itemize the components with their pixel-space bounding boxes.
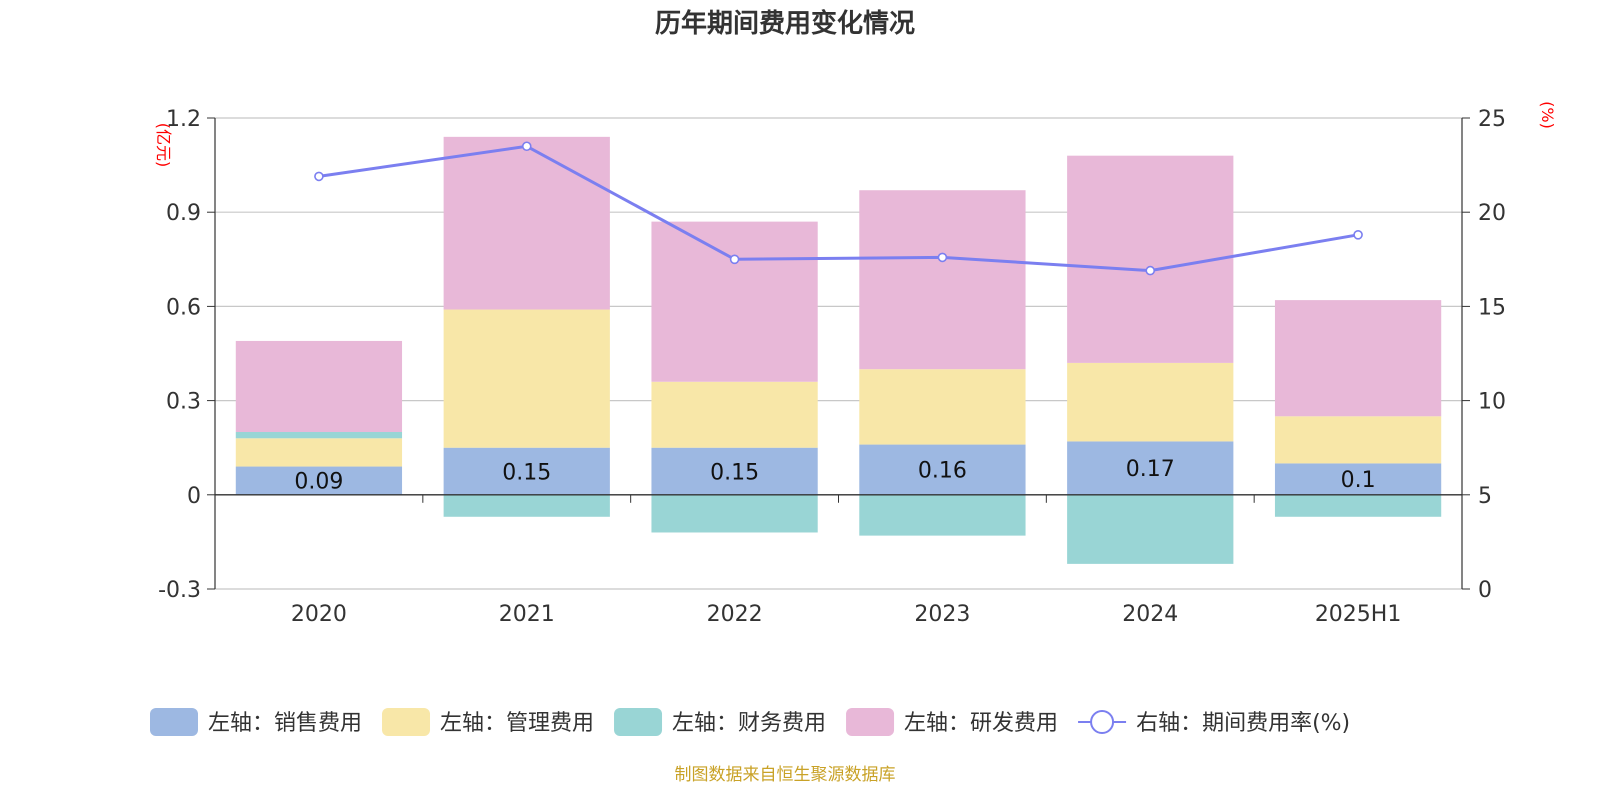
category-label: 2023 — [914, 602, 970, 627]
bar-rd — [235, 340, 403, 432]
legend-swatch-rd — [846, 708, 895, 736]
right-tick-label: 5 — [1478, 484, 1492, 509]
right-axis-unit: (%) — [1538, 101, 1557, 129]
legend-swatch-finance — [614, 708, 663, 736]
legend-label: 左轴：研发费用 — [904, 711, 1058, 736]
rate-point — [729, 254, 740, 265]
left-axis-unit: (亿元) — [154, 123, 173, 168]
bar-admin — [235, 438, 403, 467]
bar-rd — [859, 190, 1026, 370]
right-tick-label: 20 — [1478, 201, 1506, 226]
rate-point — [937, 252, 948, 263]
right-tick-label: 10 — [1478, 390, 1506, 415]
bar-finance — [443, 494, 610, 517]
left-tick-label: 0 — [187, 484, 201, 509]
rate-point — [1145, 265, 1156, 276]
left-tick-label: 0.9 — [166, 201, 201, 226]
category-label: 2021 — [499, 602, 555, 627]
axes: -0.3 0 0.3 0.6 0.9 1.2 0 5 10 15 20 25 2020 2021 2022 2… — [158, 107, 1506, 627]
bar-rd — [651, 221, 818, 382]
category-label: 2020 — [291, 602, 347, 627]
left-tick-label: 0.3 — [166, 390, 201, 415]
bar-admin — [651, 381, 818, 448]
bar-sales — [443, 447, 610, 495]
bar-data-label: 0.15 — [502, 460, 551, 485]
bar-data-label: 0.17 — [1126, 457, 1175, 482]
right-tick-label: 25 — [1478, 107, 1506, 132]
bar-finance — [1067, 494, 1234, 564]
left-tick-label: 1.2 — [166, 107, 201, 132]
legend-label: 左轴：销售费用 — [208, 711, 362, 736]
source-note: 制图数据来自恒生聚源数据库 — [675, 765, 896, 785]
bar-admin — [859, 369, 1026, 445]
bar-data-label: 0.15 — [710, 460, 759, 485]
chart-title: 历年期间费用变化情况 — [655, 8, 915, 39]
bar-rd — [1274, 300, 1442, 417]
bar-rd — [443, 136, 610, 310]
category-label: 2025H1 — [1315, 602, 1402, 627]
data-labels: 0.09 0.15 0.15 0.16 0.17 0.1 — [294, 457, 1375, 495]
bar-sales — [651, 447, 818, 495]
right-tick-label: 15 — [1478, 295, 1506, 320]
bar-data-label: 0.16 — [918, 459, 967, 484]
bar-finance — [1274, 494, 1442, 517]
bar-sales — [1274, 463, 1442, 495]
bar-admin — [1067, 362, 1234, 442]
bar-sales — [235, 466, 403, 495]
legend-marker-icon — [1090, 710, 1115, 734]
legend: 左轴：销售费用 左轴：管理费用 左轴：财务费用 左轴：研发费用 右轴：期间费用率(%) — [150, 708, 1350, 736]
bar-finance — [651, 494, 818, 533]
bar-admin — [1274, 416, 1442, 464]
left-tick-label: -0.3 — [158, 578, 201, 603]
rate-point — [1353, 230, 1363, 240]
bar-admin — [443, 309, 610, 448]
bar-sales — [859, 444, 1026, 495]
rate-point — [314, 171, 324, 182]
left-tick-label: 0.6 — [166, 295, 201, 320]
legend-swatch-admin — [382, 708, 431, 736]
bar-finance — [859, 494, 1026, 536]
bar-rd — [1067, 155, 1234, 363]
legend-label: 左轴：管理费用 — [440, 711, 594, 736]
rate-line — [318, 144, 1359, 273]
bar-finance — [235, 432, 403, 439]
bar-data-label: 0.1 — [1341, 468, 1376, 493]
legend-swatch-sales — [150, 708, 198, 736]
bar-series — [235, 136, 1442, 564]
legend-label: 右轴：期间费用率(%) — [1136, 711, 1350, 736]
rate-point — [521, 141, 532, 152]
bar-sales — [1067, 441, 1234, 495]
category-label: 2022 — [707, 602, 763, 627]
right-tick-label: 0 — [1478, 578, 1492, 603]
category-label: 2024 — [1122, 602, 1178, 627]
bar-data-label: 0.09 — [294, 470, 343, 495]
legend-label: 左轴：财务费用 — [672, 711, 826, 736]
rate-line-series — [314, 141, 1363, 276]
